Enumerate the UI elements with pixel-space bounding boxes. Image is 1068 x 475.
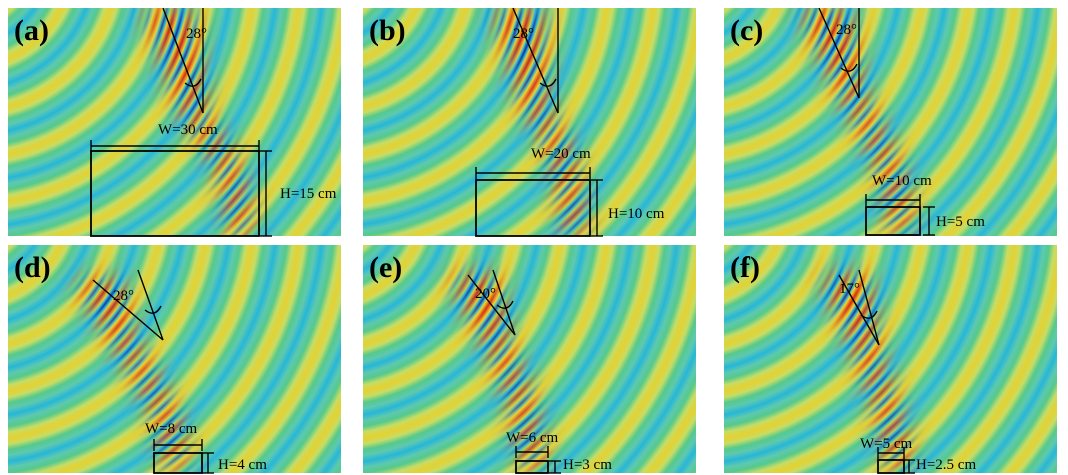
incidence-line	[838, 274, 880, 346]
vertical-line	[137, 269, 164, 341]
focused-beam	[363, 245, 696, 473]
height-label: H=3 cm	[563, 457, 612, 473]
focused-beam	[724, 8, 1057, 236]
focused-beam	[8, 8, 341, 236]
height-label: H=2.5 cm	[916, 457, 976, 473]
width-label: W=20 cm	[531, 146, 591, 162]
height-label: H=15 cm	[280, 186, 337, 202]
width-label: W=10 cm	[872, 173, 932, 189]
obstacle-box	[865, 206, 921, 236]
wave-field	[363, 245, 696, 473]
angle-label: 17°	[839, 281, 860, 297]
wave-field	[8, 245, 341, 473]
height-label: H=4 cm	[218, 457, 267, 473]
angle-label: 28°	[513, 26, 534, 42]
angle-label: 28°	[113, 288, 134, 304]
panel-e: (e) 20° W=6 cmH=3 cm	[363, 245, 696, 474]
panel-label: (e)	[369, 251, 402, 284]
obstacle-box	[877, 459, 905, 474]
width-label: W=6 cm	[506, 430, 559, 446]
incidence-line	[92, 279, 164, 341]
width-label: W=8 cm	[145, 421, 198, 437]
angle-arc	[184, 78, 202, 87]
height-label: H=10 cm	[608, 206, 665, 222]
angle-arc	[840, 63, 858, 72]
panel-label: (a)	[14, 14, 49, 47]
incidence-line	[818, 7, 860, 99]
panel-label: (b)	[369, 14, 406, 47]
angle-label: 28°	[836, 22, 857, 38]
panel-label: (c)	[730, 14, 763, 47]
width-label: W=30 cm	[158, 122, 218, 138]
panel-label: (f)	[730, 251, 760, 284]
wave-field	[363, 8, 696, 236]
obstacle-box	[515, 460, 549, 474]
vertical-line	[492, 269, 516, 336]
panel-c: (c) 28° W=10 cm H=5 cm	[724, 7, 1057, 236]
focused-beam	[8, 245, 341, 473]
wave-field	[724, 245, 1057, 473]
obstacle-box	[475, 179, 591, 237]
width-label: W=5 cm	[860, 436, 913, 452]
panel-d: (d) 28° W=8 cm H=4 cm	[8, 245, 341, 474]
angle-arc	[144, 305, 162, 314]
obstacle-box	[90, 150, 260, 237]
panel-f: (f) 17° W=5 cmH=2.5 cm	[724, 245, 1057, 474]
vertical-line	[858, 269, 880, 346]
angle-arc	[860, 310, 878, 319]
angle-label: 20°	[475, 286, 496, 302]
panel-label: (d)	[14, 251, 51, 284]
focused-beam	[724, 245, 1057, 473]
angle-arc	[496, 300, 514, 309]
obstacle-box	[153, 452, 203, 474]
panel-b: (b) 28° W=20 cm H=10 cm	[363, 7, 696, 237]
height-label: H=5 cm	[936, 214, 985, 230]
panel-a: (a) 28° W=30 cm H=15 cm	[8, 7, 341, 237]
incidence-line	[162, 7, 204, 114]
angle-label: 28°	[186, 26, 207, 42]
incidence-line	[467, 274, 516, 336]
focused-beam	[363, 8, 696, 236]
wave-field	[724, 8, 1057, 236]
wave-field	[8, 8, 341, 236]
incidence-line	[512, 7, 559, 114]
angle-arc	[539, 78, 557, 87]
